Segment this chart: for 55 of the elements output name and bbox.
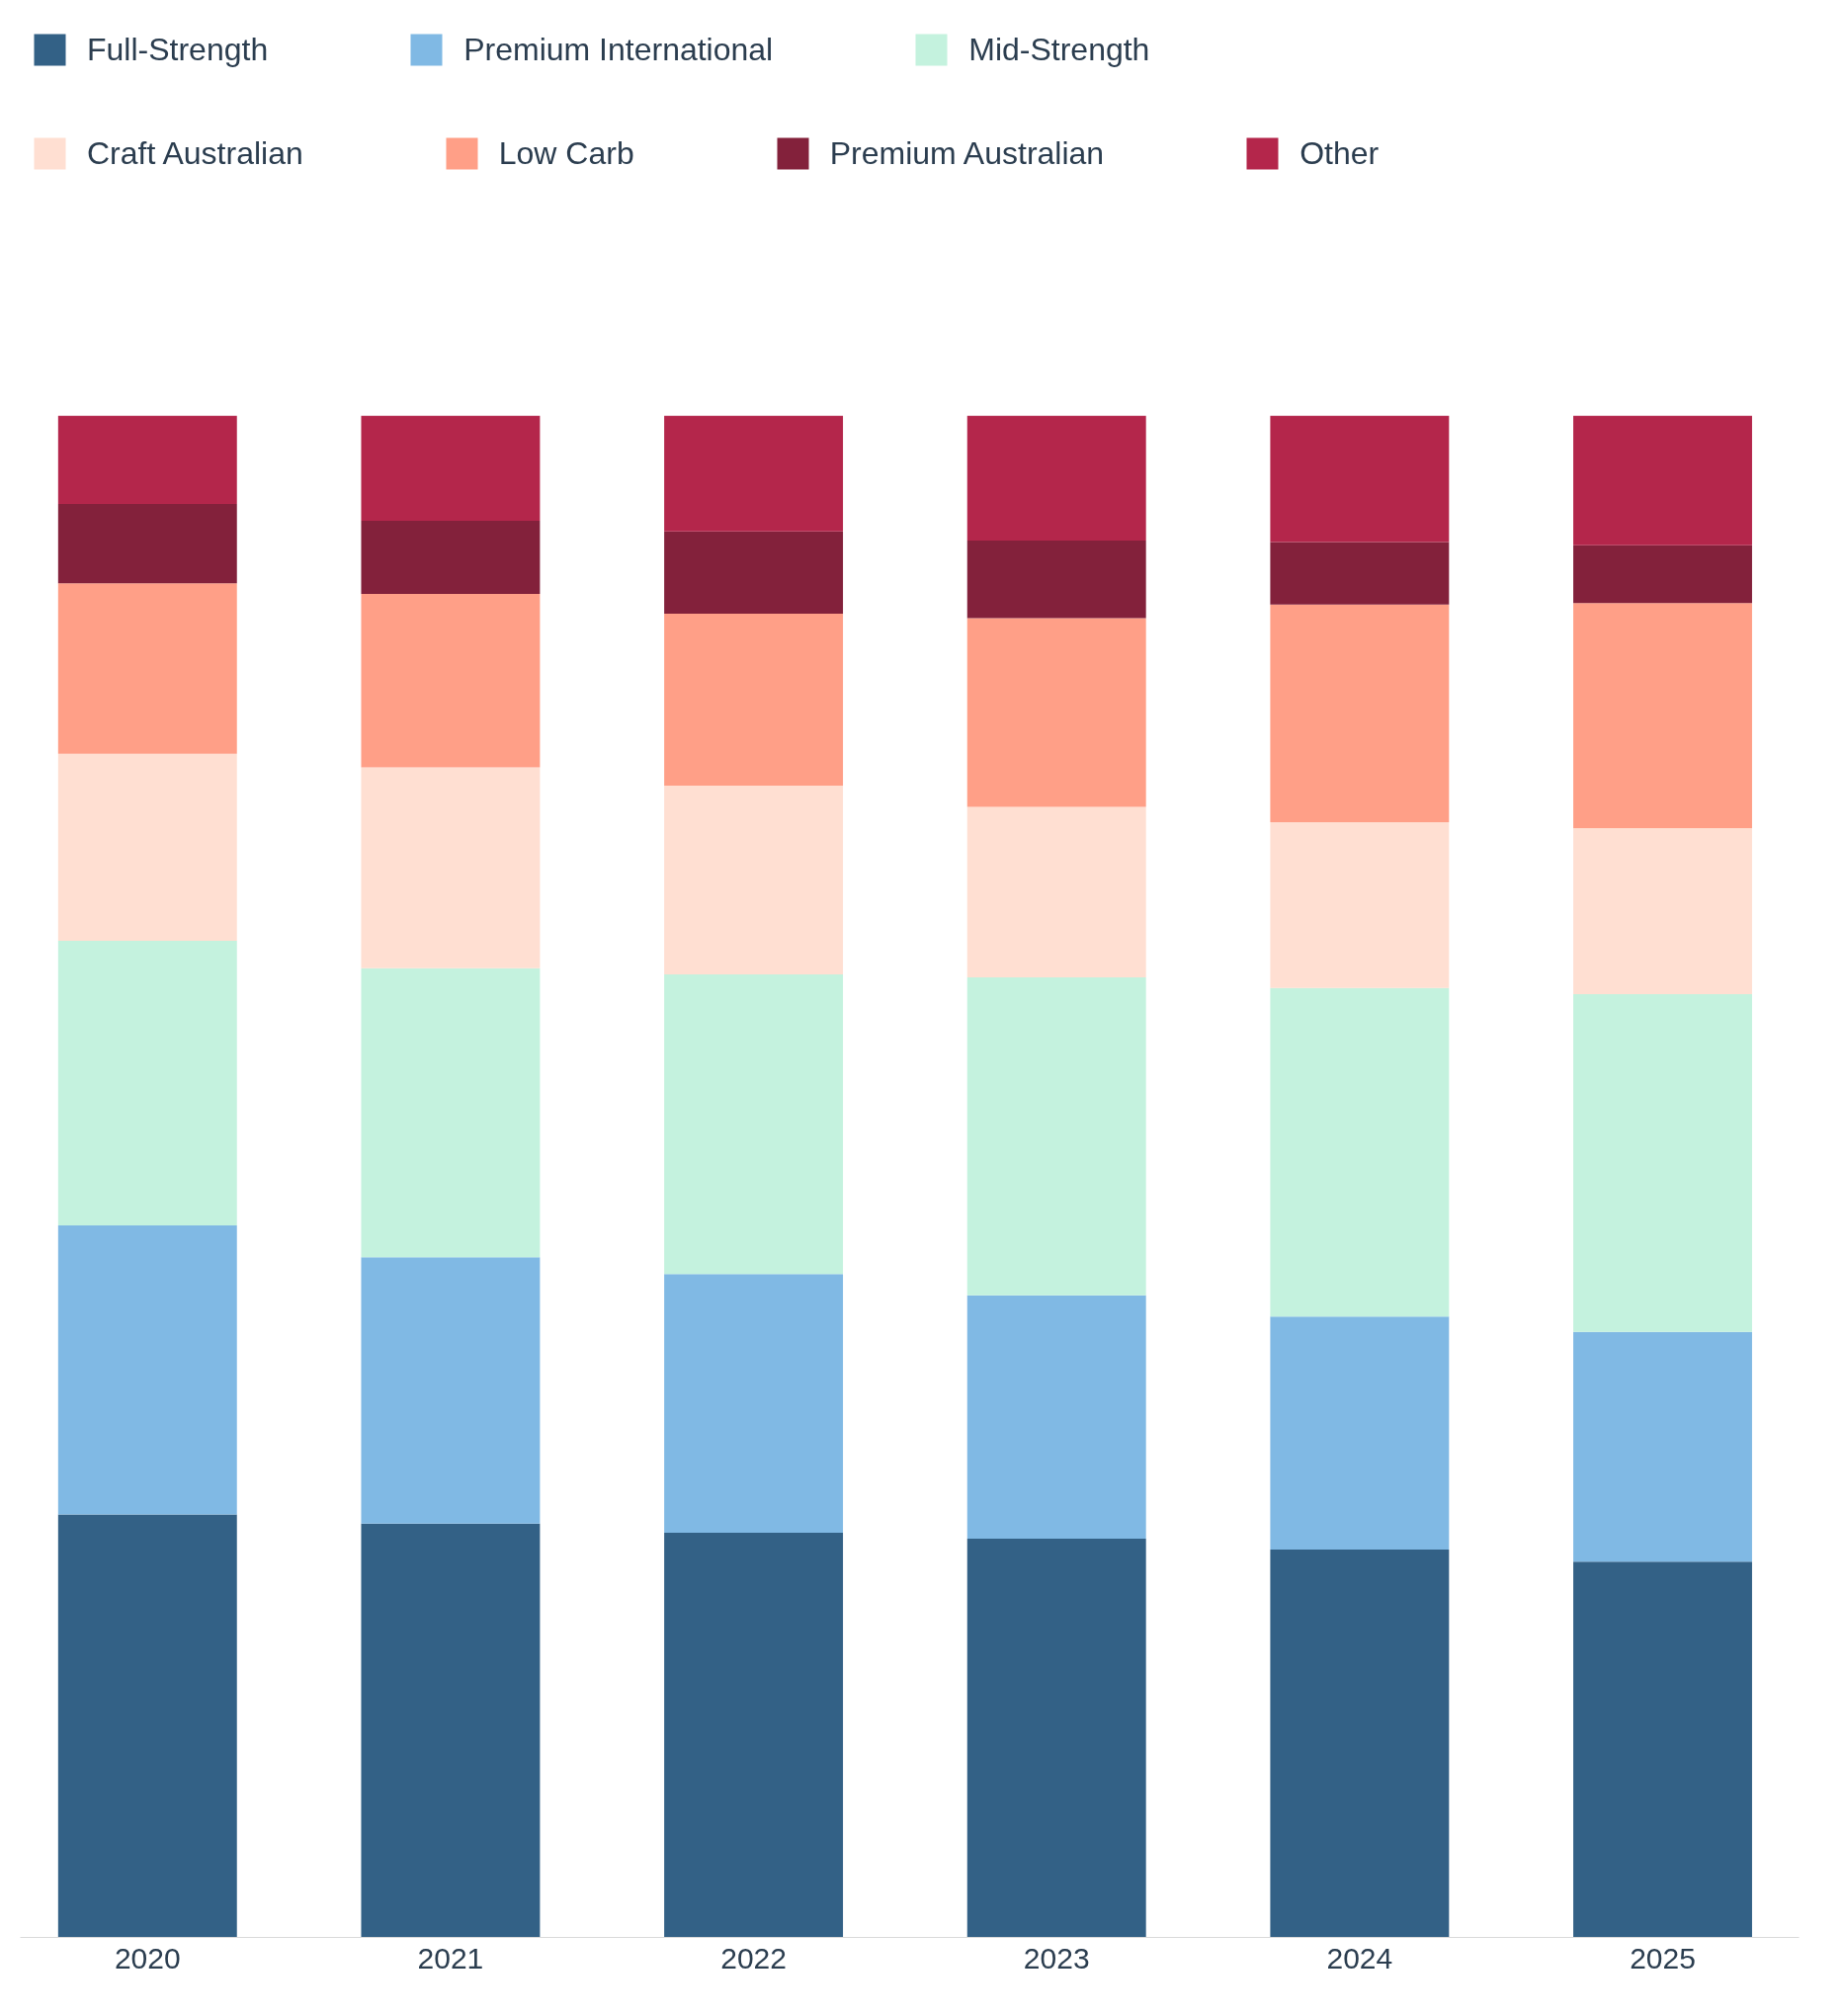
bar bbox=[361, 767, 541, 968]
bar bbox=[1573, 1561, 1752, 1938]
bar bbox=[1573, 415, 1752, 546]
bar bbox=[664, 531, 844, 614]
bar bbox=[57, 753, 237, 942]
bar bbox=[361, 593, 541, 768]
bar bbox=[966, 1295, 1146, 1540]
bar bbox=[1573, 545, 1752, 604]
bar bbox=[361, 967, 541, 1258]
bar bbox=[361, 415, 541, 522]
x-tick-label: 2020 bbox=[114, 1941, 181, 1974]
bar bbox=[1270, 1316, 1450, 1550]
legend-label: Premium Australian bbox=[829, 134, 1105, 172]
legend-label: Full-Strength bbox=[87, 31, 269, 68]
bar bbox=[1573, 1331, 1752, 1562]
bar bbox=[1573, 603, 1752, 829]
bar bbox=[966, 415, 1146, 542]
x-tick-label: 2024 bbox=[1326, 1941, 1393, 1974]
bar bbox=[664, 973, 844, 1275]
bar bbox=[1270, 1549, 1450, 1938]
bar bbox=[664, 785, 844, 974]
legend-label: Low Carb bbox=[498, 134, 634, 172]
bar bbox=[57, 415, 237, 505]
bar bbox=[1270, 604, 1450, 822]
bar bbox=[361, 1257, 541, 1524]
bar bbox=[57, 1224, 237, 1515]
bar bbox=[1270, 987, 1450, 1317]
bar bbox=[57, 941, 237, 1225]
x-tick-label: 2025 bbox=[1630, 1941, 1696, 1974]
bar bbox=[966, 976, 1146, 1296]
bar bbox=[966, 618, 1146, 807]
legend-label: Craft Australian bbox=[87, 134, 303, 172]
bar bbox=[361, 1523, 541, 1938]
x-tick-label: 2023 bbox=[1023, 1941, 1090, 1974]
x-tick-label: 2022 bbox=[720, 1941, 787, 1974]
bar bbox=[966, 1539, 1146, 1938]
bar bbox=[57, 583, 237, 754]
bar bbox=[1270, 415, 1450, 543]
legend-label: Premium International bbox=[463, 31, 774, 68]
bar bbox=[664, 1274, 844, 1533]
bar bbox=[966, 806, 1146, 977]
bar bbox=[664, 415, 844, 532]
bar bbox=[664, 613, 844, 786]
x-tick-label: 2021 bbox=[417, 1941, 484, 1974]
bar bbox=[1270, 542, 1450, 605]
bar bbox=[1270, 821, 1450, 988]
bar bbox=[966, 541, 1146, 619]
bar bbox=[57, 1514, 237, 1938]
bar bbox=[1573, 828, 1752, 994]
legend-label: Mid-Strength bbox=[968, 31, 1150, 68]
bar bbox=[361, 521, 541, 594]
legend-label: Other bbox=[1299, 134, 1380, 172]
bar bbox=[57, 504, 237, 584]
bar bbox=[664, 1532, 844, 1938]
bar bbox=[1573, 993, 1752, 1332]
